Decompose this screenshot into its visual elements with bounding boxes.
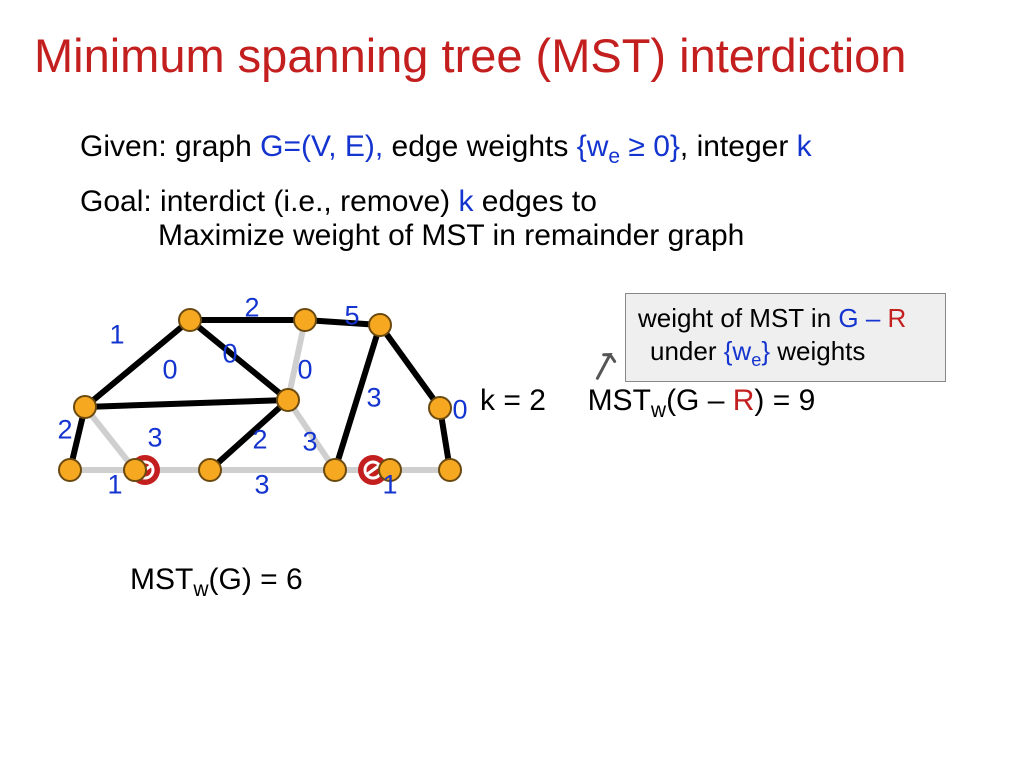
slide-title: Minimum spanning tree (MST) interdiction — [34, 28, 994, 83]
tree-edge — [210, 400, 288, 470]
given-line: Given: graph G=(V, E), edge weights {we … — [80, 130, 984, 169]
note-t2a: under — [638, 336, 724, 366]
tree-edge — [190, 320, 288, 400]
edge-weight: 0 — [452, 395, 467, 426]
edge-weight: 3 — [147, 423, 162, 454]
graph-node — [324, 459, 346, 481]
note-we: {we} — [724, 336, 770, 366]
edge-weight: 1 — [109, 320, 124, 351]
edge-weight: 1 — [107, 470, 122, 501]
result-line: k = 2 MSTw(G – R) = 9 — [480, 384, 815, 423]
goal-line2: Maximize weight of MST in remainder grap… — [80, 219, 984, 253]
tree-edge — [85, 400, 288, 407]
edge-weight: 2 — [252, 425, 267, 456]
graph-node — [369, 314, 391, 336]
graph-node — [439, 459, 461, 481]
edge-weight: 0 — [162, 355, 177, 386]
given-graph: G=(V, E), — [260, 130, 383, 163]
given-pre: Given: graph — [80, 130, 260, 163]
note-t1: weight of MST in — [638, 303, 838, 333]
edge-weight: 3 — [302, 427, 317, 458]
arrow-icon — [585, 343, 629, 384]
given-mid: edge weights — [383, 130, 576, 163]
graph-node — [199, 459, 221, 481]
note-g: G — [838, 303, 858, 333]
edge-weight: 0 — [297, 355, 312, 386]
graph-node — [294, 309, 316, 331]
graph-node — [179, 309, 201, 331]
edge-weight: 1 — [382, 470, 397, 501]
note-box: weight of MST in G – R under {we} weight… — [625, 293, 946, 382]
graph-node — [429, 397, 451, 419]
expr-mst: MSTw(G – R) = 9 — [588, 384, 816, 417]
goal-line: Goal: interdict (i.e., remove) k edges t… — [80, 185, 984, 219]
note-t2b: weights — [770, 336, 865, 366]
graph-diagram: 125000302323131 — [30, 290, 460, 520]
graph-node — [74, 396, 96, 418]
edge-weight: 2 — [244, 293, 259, 324]
goal-l1k: k — [458, 185, 473, 218]
note-r: R — [888, 303, 907, 333]
note-dash: – — [859, 303, 888, 333]
given-k: k — [797, 130, 812, 163]
edge-weight: 0 — [222, 339, 237, 370]
graph-node — [124, 459, 146, 481]
edge-weight: 3 — [254, 470, 269, 501]
given-post: , integer — [680, 130, 797, 163]
given-weights: {we ≥ 0} — [577, 130, 680, 163]
goal-l1a: Goal: interdict (i.e., remove) — [80, 185, 458, 218]
goal-l1b: edges to — [473, 185, 596, 218]
graph-edge — [85, 407, 135, 470]
edge-weight: 2 — [57, 415, 72, 446]
graph-node — [277, 389, 299, 411]
tree-edge — [380, 325, 440, 408]
graph-node — [59, 459, 81, 481]
mstg-line: MSTw(G) = 6 — [130, 563, 303, 602]
edge-weight: 3 — [366, 383, 381, 414]
expr-k: k = 2 — [480, 384, 546, 417]
edge-weight: 5 — [344, 301, 359, 332]
slide-body: Given: graph G=(V, E), edge weights {we … — [80, 130, 984, 269]
